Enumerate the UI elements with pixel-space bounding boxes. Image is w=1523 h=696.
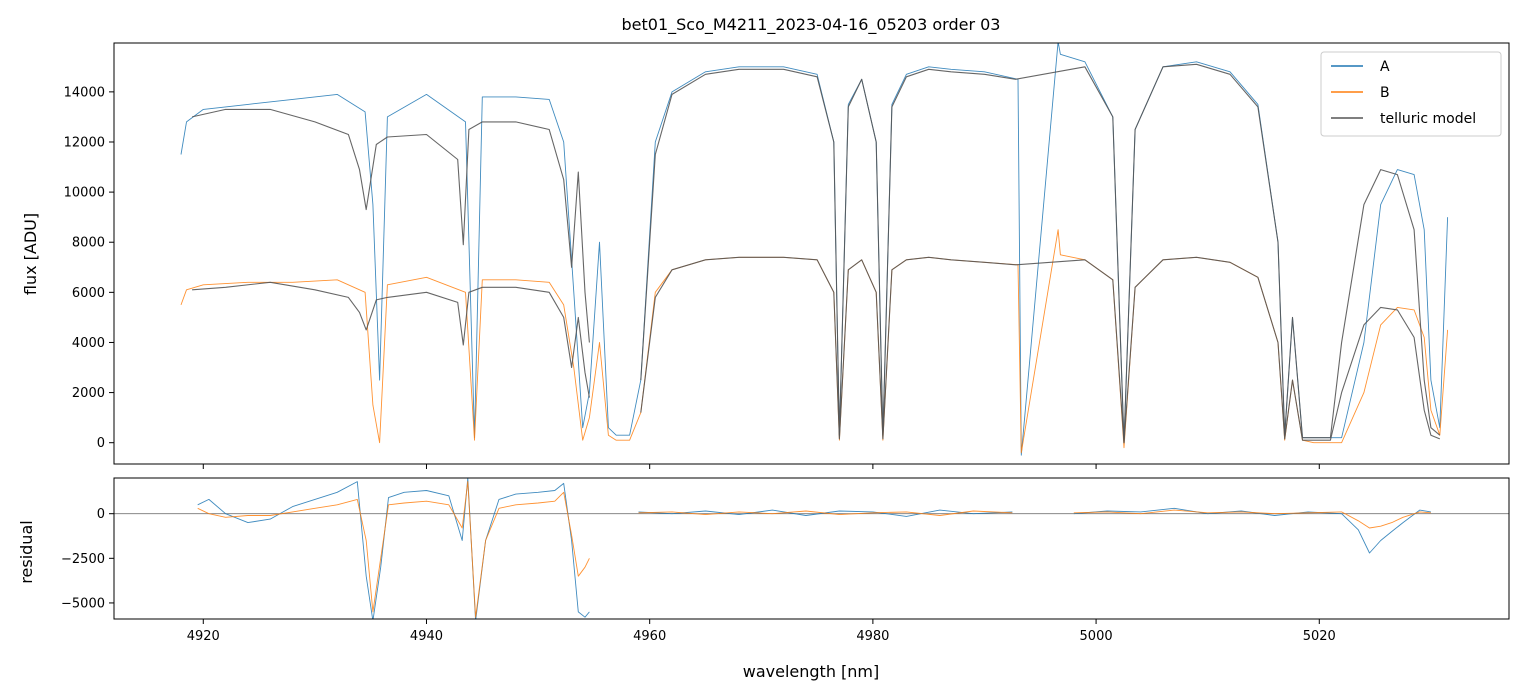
residual-x-tick-label: 5020 bbox=[1303, 629, 1336, 644]
residual-series-a-4 bbox=[1073, 507, 1431, 554]
residual-x-tick-label: 4980 bbox=[856, 629, 889, 644]
residual-panel-frame bbox=[113, 477, 1510, 620]
flux-y-tick-label: 2000 bbox=[72, 386, 105, 401]
flux-series-a-0 bbox=[180, 43, 1449, 456]
residual-series-b-3 bbox=[638, 510, 1013, 516]
x-axis-label: wavelength [nm] bbox=[743, 662, 880, 681]
legend-label-b: B bbox=[1380, 85, 1390, 101]
flux-y-tick-label: 6000 bbox=[72, 286, 105, 301]
residual-series-group bbox=[197, 478, 1431, 619]
flux-series-telluric-model-4 bbox=[640, 63, 1441, 444]
residual-y-ticks: 0 −2500 −5000 bbox=[61, 507, 114, 611]
residual-panel: 0 −2500 −5000 4920 4940 4960 4980 5000 5020 res… bbox=[17, 477, 1510, 681]
residual-series-a-0 bbox=[197, 478, 590, 619]
chart-title: bet01_Sco_M4211_2023-04-16_05203 order 0… bbox=[622, 15, 1001, 35]
flux-x-ticks bbox=[202, 464, 1320, 469]
flux-y-tick-label: 12000 bbox=[64, 135, 105, 150]
residual-y-tick-label: −2500 bbox=[61, 552, 105, 567]
flux-y-tick-label: 10000 bbox=[64, 186, 105, 201]
flux-y-tick-label: 4000 bbox=[72, 336, 105, 351]
flux-series-telluric-model-5 bbox=[640, 256, 1441, 444]
residual-x-tick-label: 5000 bbox=[1080, 629, 1113, 644]
flux-y-tick-label: 8000 bbox=[72, 236, 105, 251]
flux-y-axis-label: flux [ADU] bbox=[21, 213, 40, 295]
flux-series-telluric-model-3 bbox=[192, 281, 590, 398]
residual-x-tick-label: 4960 bbox=[633, 629, 666, 644]
residual-series-b-5 bbox=[1073, 509, 1431, 529]
residual-series-b-1 bbox=[197, 481, 590, 618]
legend-label-telluric: telluric model bbox=[1380, 111, 1476, 127]
flux-series-telluric-model-2 bbox=[191, 108, 590, 343]
flux-series-b-1 bbox=[180, 229, 1449, 454]
residual-x-tick-label: 4920 bbox=[187, 629, 220, 644]
legend-label-a: A bbox=[1380, 59, 1390, 75]
residual-x-tick-label: 4940 bbox=[410, 629, 443, 644]
residual-y-tick-label: −5000 bbox=[61, 596, 105, 611]
flux-y-tick-label: 0 bbox=[97, 436, 105, 451]
residual-x-ticks: 4920 4940 4960 4980 5000 5020 bbox=[187, 619, 1336, 644]
flux-panel: 0 2000 4000 6000 8000 10000 12000 14000 flux [A… bbox=[21, 42, 1510, 469]
legend: A B telluric model bbox=[1320, 51, 1502, 137]
flux-series-group bbox=[180, 43, 1449, 456]
residual-y-tick-label: 0 bbox=[97, 507, 105, 522]
legend-box bbox=[1320, 51, 1502, 137]
flux-y-tick-label: 14000 bbox=[64, 85, 105, 100]
residual-y-axis-label: residual bbox=[17, 520, 36, 583]
flux-panel-frame bbox=[113, 42, 1510, 465]
flux-y-ticks: 0 2000 4000 6000 8000 10000 12000 14000 bbox=[64, 85, 114, 451]
